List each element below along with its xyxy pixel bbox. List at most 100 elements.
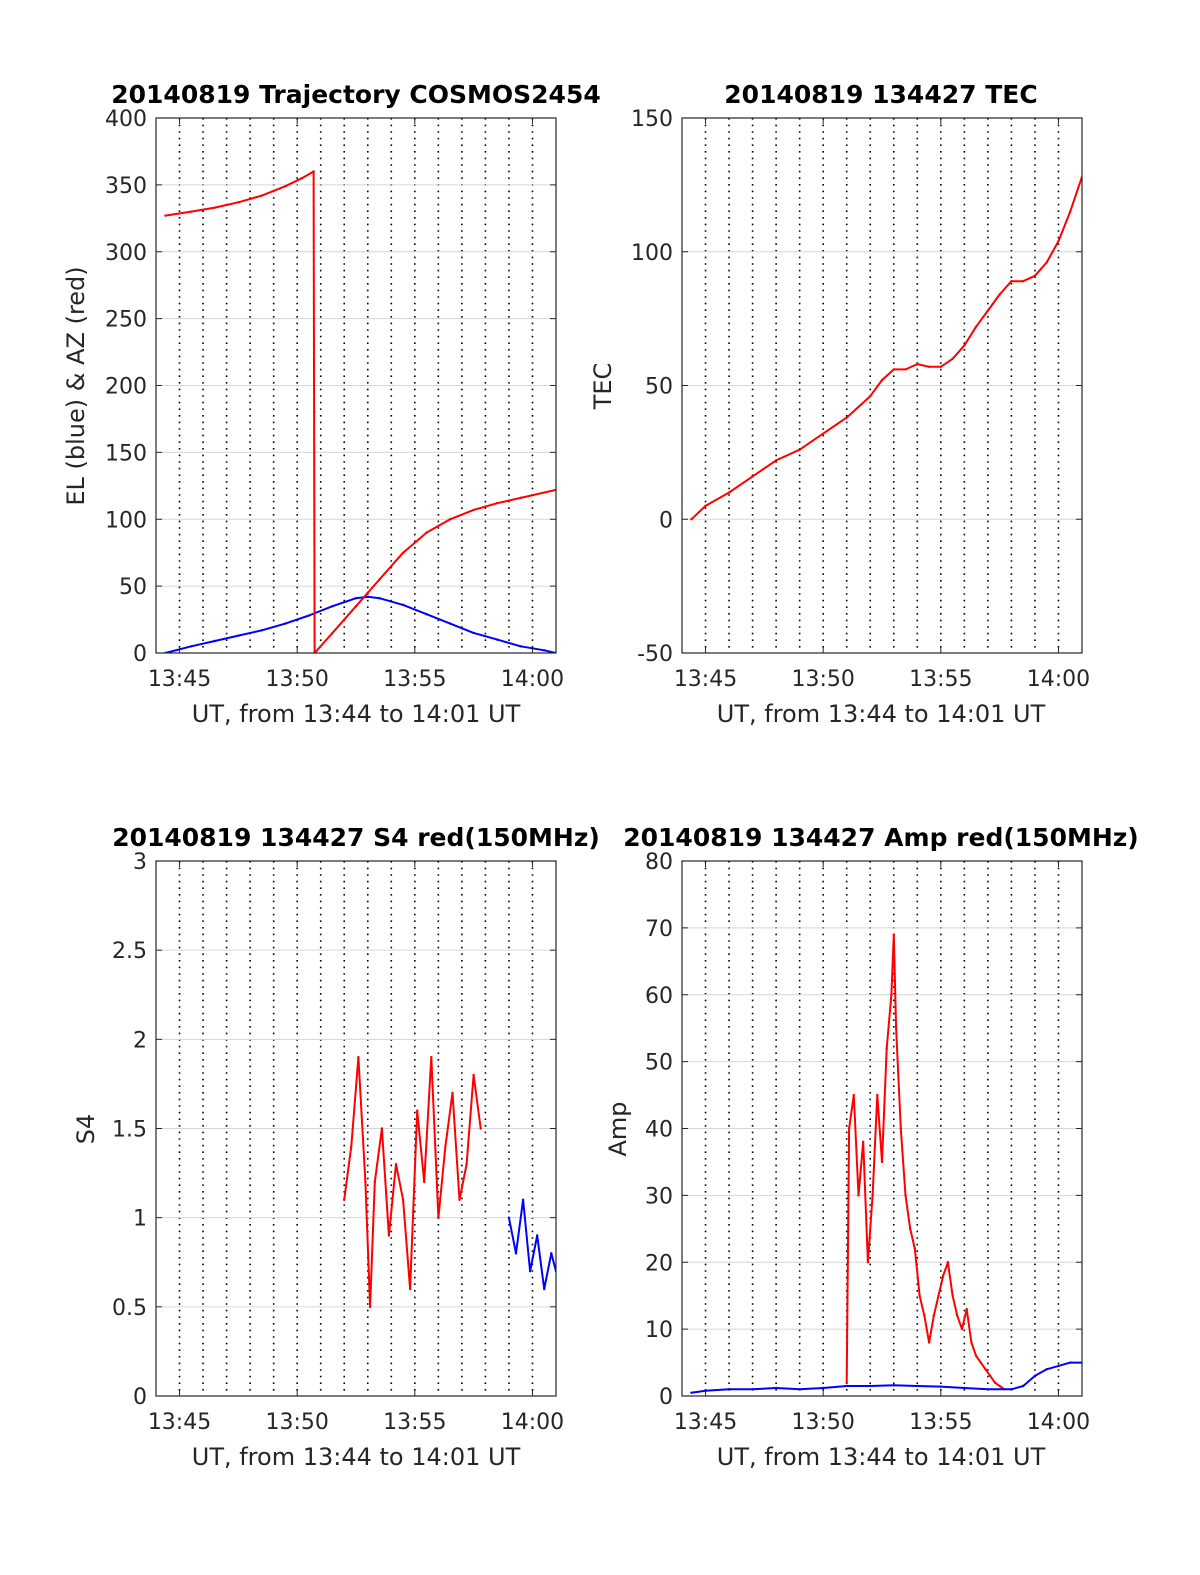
s4-point-red (387, 1234, 391, 1237)
tec-point-tec (998, 293, 1001, 296)
tec-ytick-label: 0 (659, 508, 673, 533)
tec-xtick-label: 13:55 (909, 667, 972, 692)
s4-panel: 20140819 134427 S4 red(150MHz) UT, from … (72, 823, 600, 1471)
tec-point-tec (1021, 279, 1025, 283)
trajectory-ytick-label: 400 (105, 107, 147, 132)
amp-point-red (909, 1227, 912, 1231)
amp-point-red (974, 1354, 978, 1358)
s4-ytick-label: 1 (133, 1207, 147, 1232)
amp-point-blue (1033, 1374, 1037, 1378)
tec-xtick-label: 13:45 (674, 667, 737, 692)
trajectory-ytick-label: 50 (119, 575, 147, 600)
amp-point-red (871, 1194, 874, 1197)
trajectory-point-el (354, 596, 358, 600)
trajectory-point-el (519, 645, 522, 648)
trajectory-ytick-label: 300 (105, 241, 147, 266)
trajectory-point-el (495, 638, 499, 641)
tec-point-tec (974, 325, 978, 328)
trajectory-xlabel: UT, from 13:44 to 14:01 UT (192, 700, 521, 728)
tec-ytick-label: -50 (637, 642, 673, 667)
tec-point-tec (690, 518, 693, 521)
amp-point-red (894, 1026, 898, 1030)
s4-horizontal-grid (156, 949, 556, 1308)
trajectory-point-az (472, 508, 475, 512)
amp-point-red (852, 1093, 855, 1097)
amp-point-red (970, 1341, 973, 1344)
tec-point-tec (939, 365, 943, 368)
tec-point-tec (986, 309, 990, 312)
trajectory-point-az (354, 604, 358, 608)
tec-title: 20140819 134427 TEC (724, 80, 1037, 109)
s4-point-blue (535, 1234, 539, 1237)
amp-title: 20140819 134427 Amp red(150MHz) (623, 823, 1139, 852)
amp-point-blue (892, 1384, 895, 1387)
trajectory-point-az (378, 578, 381, 581)
amp-ytick-label: 50 (645, 1051, 673, 1076)
amp-xtick-label: 13:45 (674, 1410, 737, 1435)
amp-point-red (960, 1327, 964, 1331)
trajectory-point-az (401, 551, 405, 554)
amp-point-red (979, 1361, 983, 1364)
tec-point-tec (1045, 261, 1048, 264)
amp-ytick-label: 70 (645, 917, 673, 942)
trajectory-title: 20140819 Trajectory COSMOS2454 (111, 80, 601, 109)
trajectory-point-el (213, 639, 217, 643)
s4-point-red (343, 1198, 346, 1202)
tec-point-tec (1069, 210, 1072, 213)
amp-point-blue (963, 1386, 966, 1390)
s4-point-red (380, 1127, 384, 1130)
tec-point-tec (1033, 274, 1037, 278)
amp-point-red (951, 1294, 954, 1297)
amp-point-blue (986, 1388, 990, 1391)
amp-point-blue (1010, 1388, 1013, 1391)
trajectory-point-el (366, 595, 369, 599)
amp-point-red (927, 1341, 931, 1344)
trajectory-point-az (425, 531, 428, 534)
amp-point-red (904, 1194, 907, 1197)
amp-point-red (956, 1314, 959, 1317)
amp-ytick-label: 80 (645, 850, 673, 875)
s4-ytick-label: 0 (133, 1385, 147, 1410)
trajectory-series-group (164, 170, 556, 653)
tec-panel: 20140819 134427 TEC UT, from 13:44 to 14… (589, 80, 1090, 728)
s4-title: 20140819 134427 S4 red(150MHz) (112, 823, 600, 852)
amp-point-blue (869, 1384, 872, 1388)
trajectory-point-az (331, 631, 334, 635)
s4-point-blue (507, 1216, 511, 1219)
amp-xtick-label: 13:55 (909, 1410, 972, 1435)
tec-point-tec (821, 432, 825, 435)
tec-point-tec (963, 344, 966, 347)
amp-point-blue (727, 1388, 731, 1391)
trajectory-ylabel: EL (blue) & AZ (red) (62, 266, 90, 505)
trajectory-ytick-label: 350 (105, 174, 147, 199)
amp-ytick-label: 10 (645, 1318, 673, 1343)
s4-point-red (465, 1162, 468, 1166)
tec-point-tec (774, 459, 778, 462)
trajectory-point-el (307, 614, 311, 617)
amp-point-red (993, 1381, 997, 1384)
tec-point-tec (880, 378, 884, 382)
amp-point-blue (1069, 1361, 1072, 1364)
s4-ylabel: S4 (72, 1114, 100, 1145)
tec-ylabel: TEC (589, 363, 617, 411)
tec-point-tec (1010, 279, 1013, 283)
trajectory-point-el (378, 596, 381, 600)
trajectory-point-el (284, 622, 287, 625)
s4-ytick-label: 3 (133, 850, 147, 875)
amp-point-red (899, 1127, 903, 1130)
tec-horizontal-grid (682, 251, 1082, 520)
amp-point-red (932, 1314, 935, 1317)
trajectory-point-az (164, 214, 167, 217)
amp-point-red (866, 1261, 870, 1264)
s4-ytick-label: 2 (133, 1028, 147, 1053)
trajectory-ytick-label: 150 (105, 441, 147, 466)
amp-point-red (890, 993, 893, 996)
tec-point-tec (845, 416, 848, 419)
amp-point-blue (774, 1386, 778, 1390)
trajectory-ytick-label: 200 (105, 375, 147, 400)
s4-point-red (458, 1198, 461, 1202)
tec-point-tec (798, 448, 801, 451)
amp-ytick-label: 40 (645, 1118, 673, 1143)
trajectory-ytick-label: 100 (105, 508, 147, 533)
trajectory-point-el (543, 649, 546, 652)
